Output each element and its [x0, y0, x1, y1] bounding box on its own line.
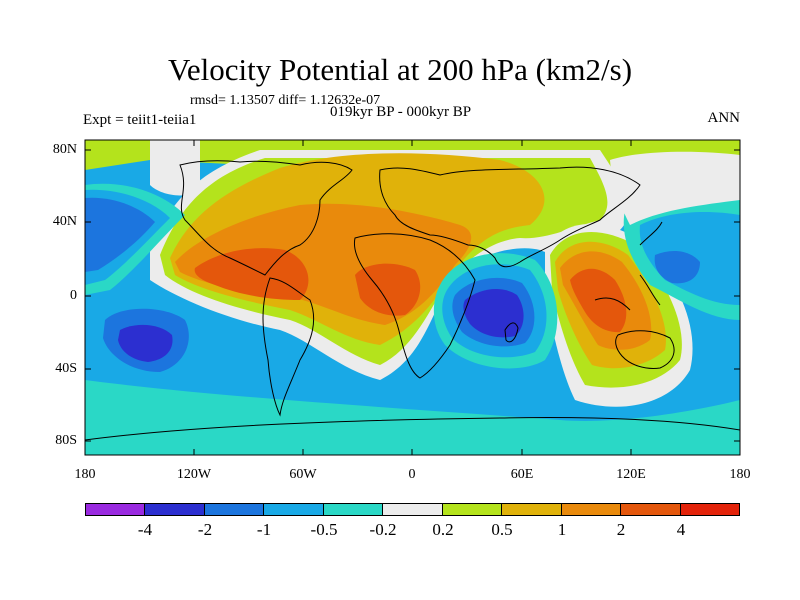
colorbar-label: 0.5 — [491, 520, 513, 539]
colorbar-box — [323, 504, 384, 515]
y-tick-label: 40S — [55, 361, 77, 376]
colorbar-label: -4 — [137, 520, 153, 539]
chart-title: Velocity Potential at 200 hPa (km2/s) — [167, 52, 633, 87]
colorbar — [85, 503, 740, 516]
colorbar-box — [204, 504, 265, 515]
colorbar-box — [621, 504, 681, 515]
colorbar-box — [86, 504, 146, 515]
y-tick-label: 40N — [52, 214, 77, 229]
season-label: ANN — [707, 110, 741, 126]
x-tick-label: 180 — [729, 467, 751, 482]
colorbar-label: -1 — [256, 520, 272, 539]
colorbar-box — [680, 504, 739, 515]
colorbar-box — [264, 504, 324, 515]
colorbar-box — [145, 504, 205, 515]
coastlines — [85, 160, 740, 441]
x-tick-label: 60W — [289, 467, 317, 482]
x-tick-label: 60E — [510, 467, 534, 482]
colorbar-label: 4 — [676, 520, 686, 539]
colorbar-label: 1 — [557, 520, 567, 539]
colorbar-label: 2 — [616, 520, 626, 539]
axis-ticks — [85, 140, 740, 455]
colorbar-box — [561, 504, 622, 515]
x-tick-label: 120E — [616, 467, 646, 482]
y-tick-label: 0 — [70, 288, 77, 303]
colorbar-label: 0.2 — [432, 520, 454, 539]
colorbar-label: -0.5 — [310, 520, 338, 539]
colorbar-box — [502, 504, 562, 515]
colorbar-label: -2 — [197, 520, 213, 539]
x-tick-label: 180 — [74, 467, 96, 482]
period-label: 019kyr BP - 000kyr BP — [330, 104, 472, 120]
stats-text: rmsd= 1.13507 diff= 1.12632e-07 — [190, 93, 381, 108]
x-tick-label: 0 — [408, 467, 416, 482]
colorbar-label: -0.2 — [369, 520, 397, 539]
y-tick-label: 80S — [55, 433, 77, 448]
y-tick-label: 80N — [52, 142, 77, 157]
colorbar-box — [442, 504, 503, 515]
colorbar-box — [383, 504, 443, 515]
experiment-label: Expt = teiit1-teiia1 — [83, 112, 197, 128]
x-tick-label: 120W — [176, 467, 212, 482]
contour-fill — [85, 140, 740, 455]
